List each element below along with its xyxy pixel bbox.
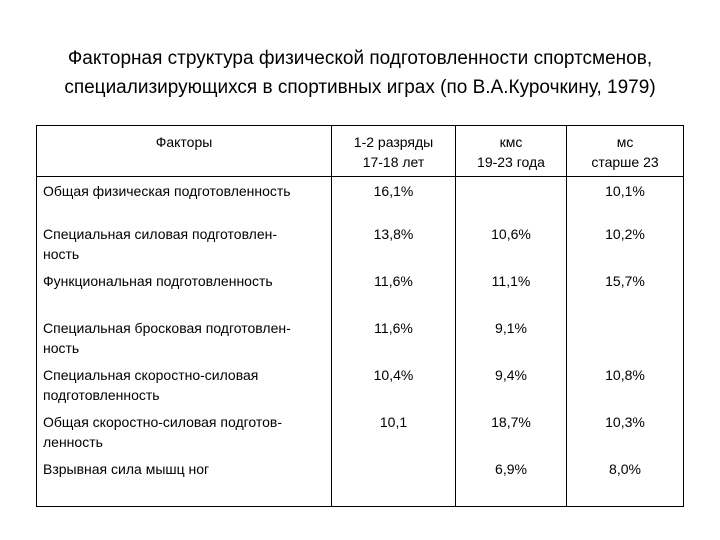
table-row: Специальная скоростно-силовая подготовлен…: [37, 365, 684, 413]
factor-line: Общая физическая подготовленность: [43, 183, 291, 199]
value-cell: 11,1%: [455, 270, 567, 318]
factor-line: ленность: [43, 434, 103, 451]
factor-cell: Специальная скоростно-силовая подготовлен…: [37, 365, 332, 412]
table-row: Взрывная сила мышц ног 6,9% 8,0%: [37, 459, 684, 507]
factor-line: Специальная бросковая подготовлен-: [43, 319, 291, 336]
page-title: Факторная структура физической подготовл…: [30, 44, 690, 102]
value-cell: 11,6%: [331, 317, 456, 366]
factor-line: Специальная скоростно-силовая: [43, 367, 259, 384]
header-group-1: 1-2 разряды 17-18 лет: [331, 125, 456, 177]
factor-table: Факторы 1-2 разряды 17-18 лет кмс 19-23 …: [36, 125, 684, 507]
value-cell: 10,1: [331, 412, 456, 460]
header-group-1-line-1: 1-2 разряды: [353, 134, 434, 150]
value-cell: 10,8%: [566, 365, 684, 413]
value-cell: 10,6%: [455, 223, 567, 271]
value-cell: 9,4%: [455, 365, 567, 413]
value-cell: 15,7%: [566, 270, 684, 318]
header-group-1-line-2: 17-18 лет: [362, 154, 425, 170]
value-cell: 18,7%: [455, 412, 567, 460]
value-cell: [455, 176, 567, 224]
value-cell: 16,1%: [331, 176, 456, 224]
value-cell: 9,1%: [455, 317, 567, 366]
value-cell: 8,0%: [566, 459, 684, 507]
factor-cell: Общая скоростно-силовая подготов-ленност…: [37, 412, 332, 459]
header-factors: Факторы: [36, 125, 332, 177]
value-cell: 10,2%: [566, 223, 684, 271]
factor-cell: Специальная силовая подготовлен-ность: [37, 224, 332, 271]
table-row: Специальная бросковая подготовлен-ность 1…: [37, 317, 684, 366]
factor-line: Функциональная подготовленность: [43, 272, 273, 289]
value-cell: 10,4%: [331, 365, 456, 413]
header-group-2-line-1: кмс: [499, 134, 523, 150]
factor-cell: Специальная бросковая подготовлен-ность: [37, 318, 332, 365]
value-cell: 10,3%: [566, 412, 684, 460]
value-cell: 10,1%: [566, 176, 684, 224]
factor-line: ность: [43, 339, 80, 356]
header-factors-label: Факторы: [155, 134, 213, 150]
header-group-3-line-2: старше 23: [591, 154, 659, 170]
factor-cell: Общая физическая подготовленность: [37, 177, 332, 224]
value-cell: [566, 317, 684, 366]
table-row: Функциональная подготовленность 11,6% 11,1…: [37, 270, 684, 318]
header-group-2-line-2: 19-23 года: [477, 154, 545, 170]
table-row: Общая физическая подготовленность 16,1% 10…: [37, 176, 684, 224]
factor-cell: Функциональная подготовленность: [37, 271, 332, 318]
value-cell: 11,6%: [331, 270, 456, 318]
factor-line: ность: [43, 245, 80, 262]
header-group-3: мс старше 23: [566, 125, 684, 177]
factor-line: Взрывная сила мышц ног: [43, 461, 210, 478]
value-cell: 13,8%: [331, 223, 456, 271]
table-header-row: Факторы 1-2 разряды 17-18 лет кмс 19-23 …: [36, 125, 684, 177]
factor-cell: Взрывная сила мышц ног: [37, 459, 332, 506]
title-line-1: Факторная структура физической подготовл…: [67, 48, 653, 69]
title-line-2: специализирующихся в спортивных играх (п…: [64, 77, 656, 98]
factor-line: Общая скоростно-силовая подготов-: [43, 414, 283, 431]
value-cell: [331, 459, 456, 507]
factor-line: подготовленность: [43, 387, 160, 404]
header-group-3-line-1: мс: [616, 134, 634, 150]
table-row: Специальная силовая подготовлен-ность 13,…: [37, 223, 684, 271]
factor-line: Специальная силовая подготовлен-: [43, 225, 278, 242]
value-cell: 6,9%: [455, 459, 567, 507]
table-row: Общая скоростно-силовая подготов-ленност…: [37, 412, 684, 460]
header-group-2: кмс 19-23 года: [455, 125, 567, 177]
